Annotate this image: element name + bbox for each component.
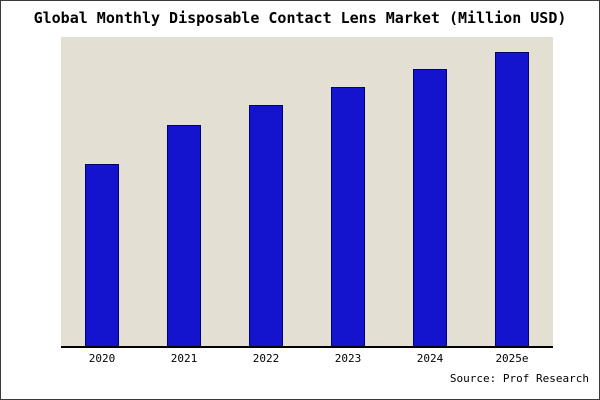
bar-2024 — [413, 69, 447, 346]
x-tick-label-2023: 2023 — [334, 352, 362, 365]
x-tick-label-2025e: 2025e — [495, 352, 529, 365]
bar-2021 — [167, 125, 201, 346]
x-tick-label-2021: 2021 — [170, 352, 198, 365]
x-tick-label-2024: 2024 — [416, 352, 444, 365]
x-axis: 2020 2021 2022 2023 2024 2025e — [61, 352, 553, 365]
source-text: Source: Prof Research — [449, 372, 589, 385]
bar-2025e — [495, 51, 529, 346]
x-tick-label-2020: 2020 — [88, 352, 116, 365]
plot-area — [61, 37, 553, 348]
bar-2020 — [85, 163, 119, 346]
chart-title: Global Monthly Disposable Contact Lens M… — [33, 9, 567, 27]
bars-container — [61, 37, 553, 346]
x-tick-label-2022: 2022 — [252, 352, 280, 365]
bar-2023 — [331, 87, 365, 346]
bar-2022 — [249, 104, 283, 346]
